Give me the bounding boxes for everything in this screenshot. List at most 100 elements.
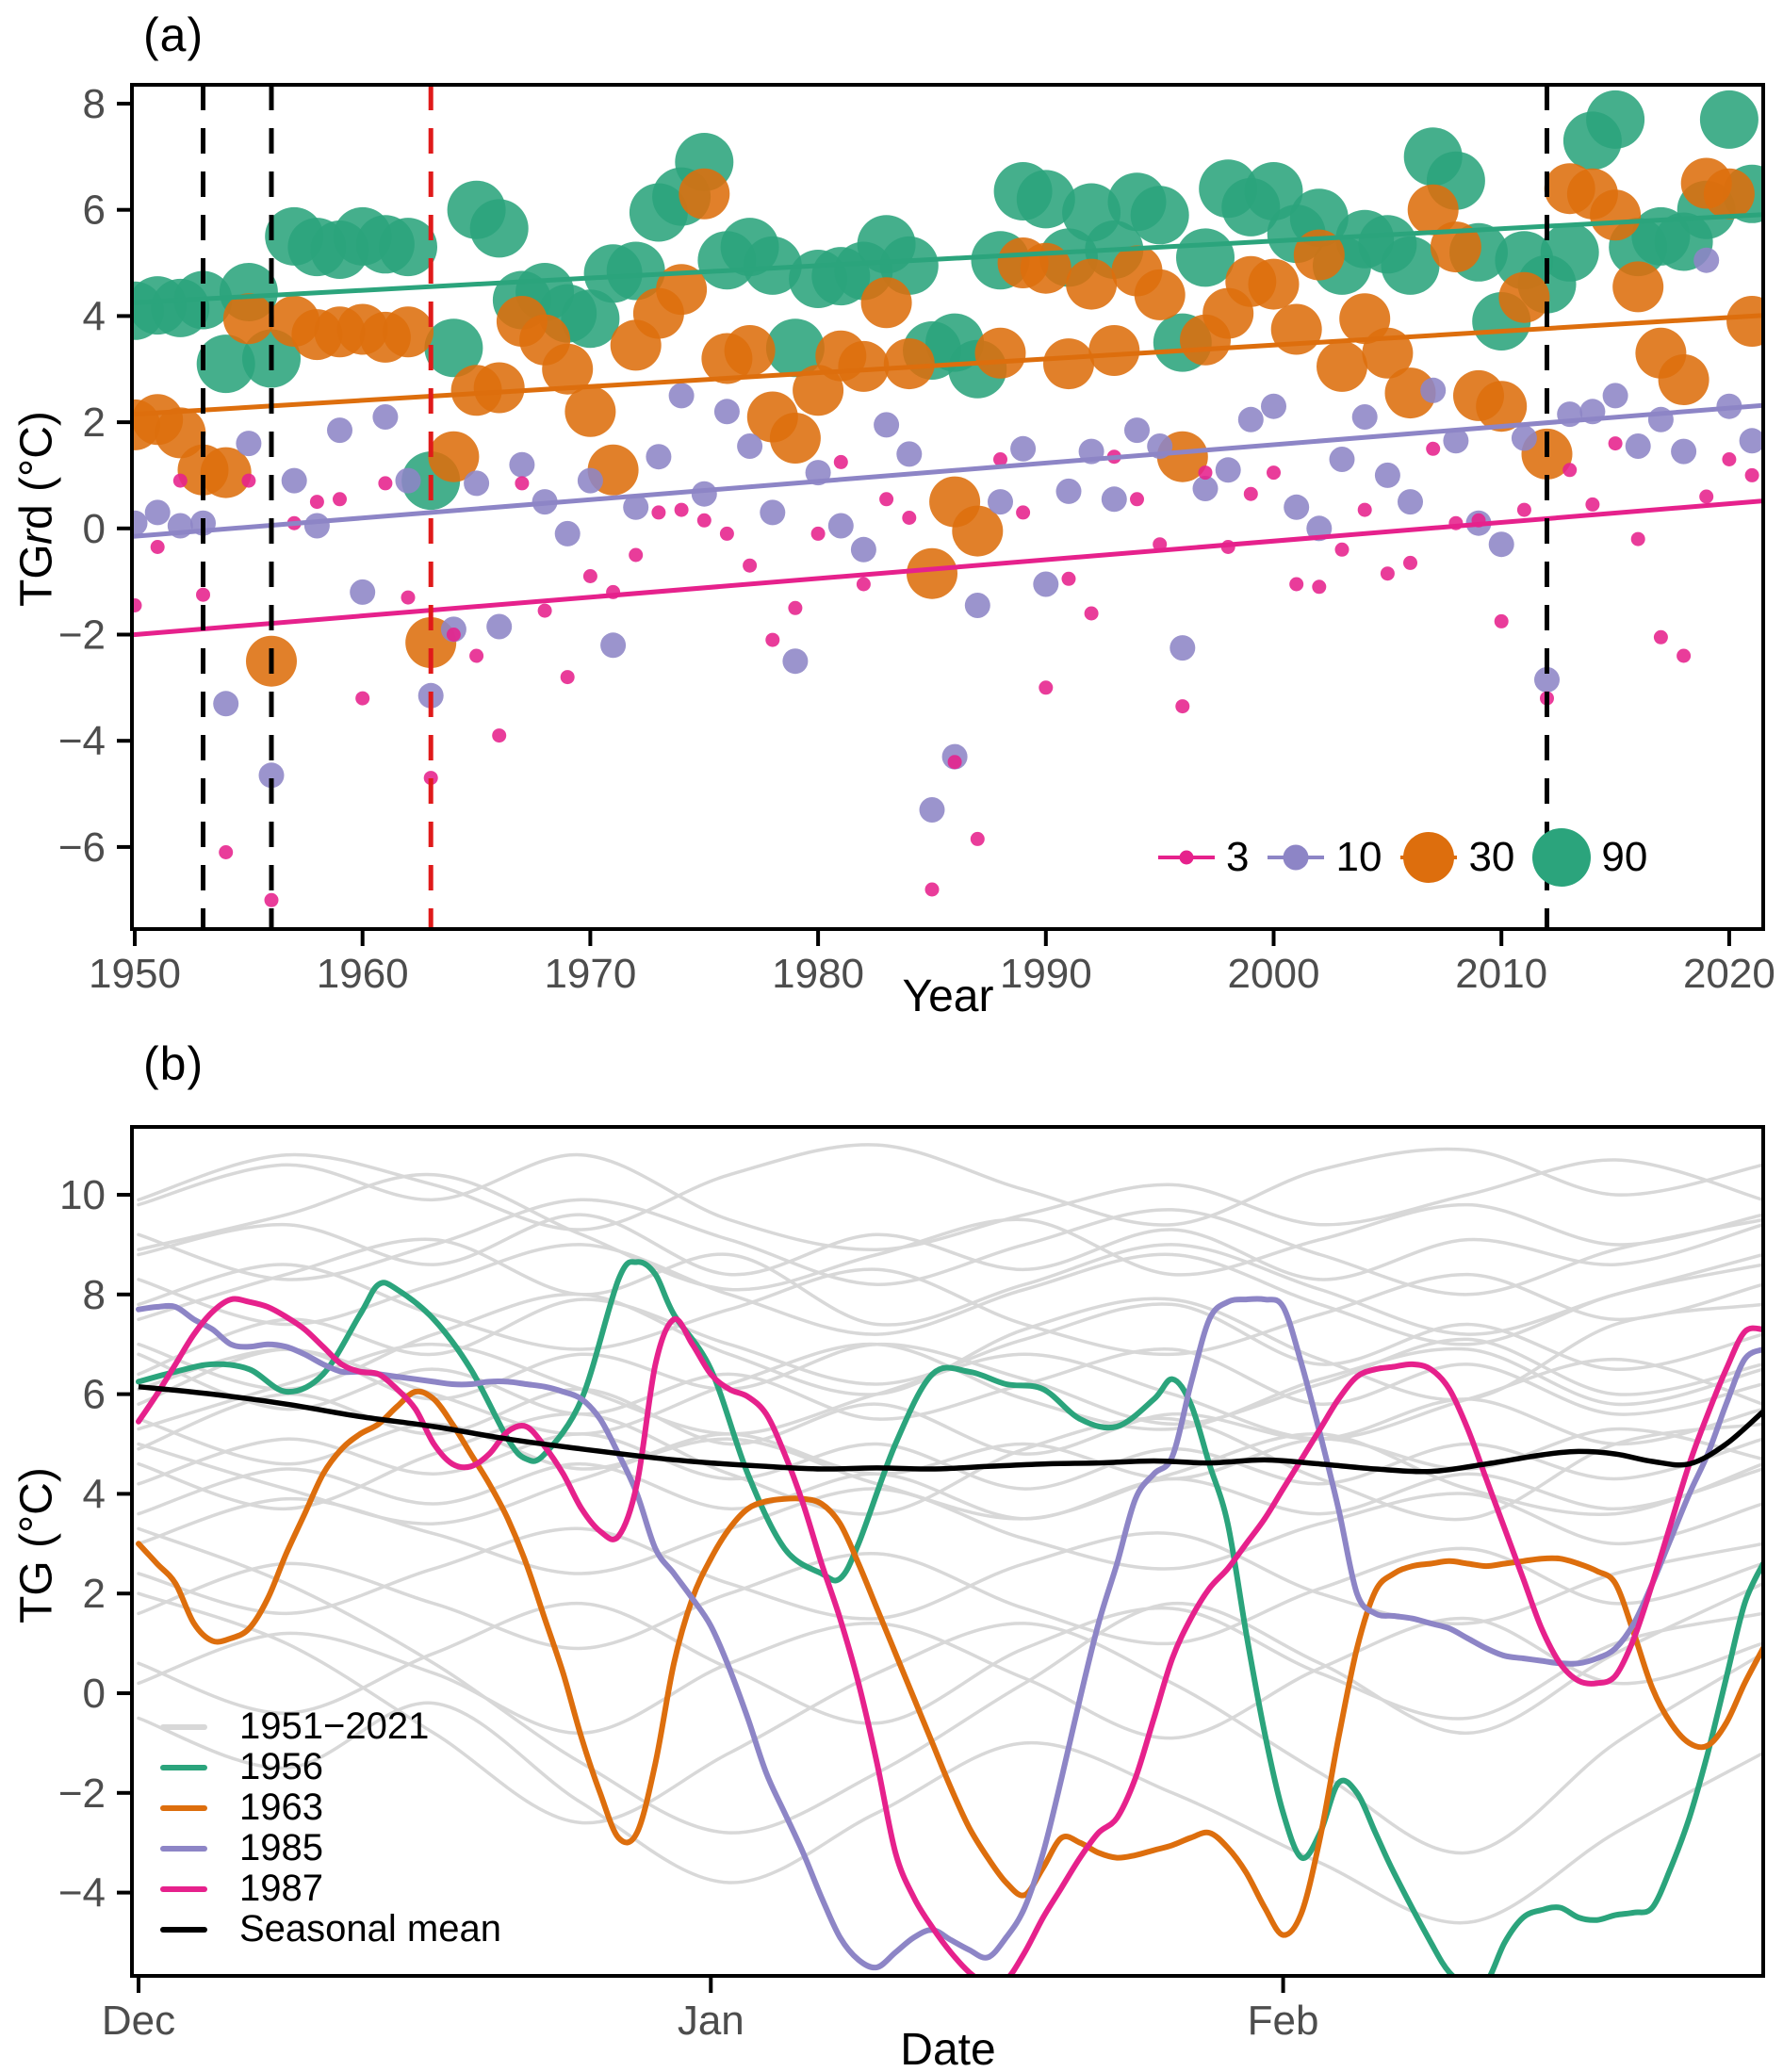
point-30d-1952 — [155, 407, 206, 459]
panel-b-y-axis-title: TG (°C) — [11, 1467, 62, 1623]
background-year-line — [137, 1602, 1763, 1725]
panel-a-x-tick-label: 1990 — [1000, 951, 1092, 997]
point-90d-1979 — [765, 318, 825, 378]
panel-b-y-tick-label: 8 — [83, 1272, 106, 1318]
panel-a-x-tick-label: 1980 — [772, 951, 864, 997]
point-3d-1974 — [674, 502, 689, 517]
background-year-line — [137, 1243, 1763, 1346]
point-10d-1961 — [372, 404, 399, 430]
size-key-10-icon — [1268, 844, 1325, 871]
size-key-30-icon — [1400, 832, 1458, 883]
point-30d-2002 — [1293, 229, 1345, 281]
point-10d-1987 — [964, 593, 990, 618]
point-30d-1966 — [473, 362, 525, 414]
size-key-90-icon — [1532, 828, 1592, 887]
panel-b-y-tick-label: 4 — [83, 1471, 106, 1517]
point-10d-2001 — [1284, 494, 1310, 520]
point-10d-1954 — [213, 691, 239, 717]
point-30d-1995 — [1134, 269, 1186, 320]
point-10d-2016 — [1625, 433, 1651, 459]
point-30d-2021 — [1726, 296, 1763, 347]
point-10d-1970 — [577, 467, 603, 494]
panel-b-year-legend: 1951−2021 1956 1963 1985 1987 Seasonal mean — [160, 1705, 501, 1950]
point-3d-1978 — [765, 632, 780, 647]
point-3d-2000 — [1267, 465, 1281, 481]
point-10d-1979 — [782, 648, 809, 675]
panel-a-y-title-pre: TG — [11, 544, 62, 608]
point-30d-1964 — [428, 431, 480, 482]
trend-line-90d — [132, 212, 1763, 305]
background-year-line — [137, 1411, 1763, 1522]
point-10d-2019 — [1693, 247, 1720, 273]
point-10d-1965 — [464, 470, 490, 497]
point-10d-1977 — [737, 433, 763, 459]
point-3d-1950 — [132, 598, 142, 612]
point-3d-2020 — [1722, 452, 1737, 466]
point-30d-1962 — [383, 306, 433, 358]
panel-a-x-tick-label: 2000 — [1228, 951, 1320, 997]
point-10d-1978 — [760, 499, 786, 526]
point-3d-1984 — [902, 511, 917, 525]
point-3d-1985 — [924, 882, 940, 897]
background-year-line — [137, 1263, 1763, 1357]
point-3d-1954 — [219, 845, 234, 859]
panel-a-label: (a) — [143, 8, 204, 61]
point-10d-2018 — [1671, 438, 1697, 465]
legend-a-label: 30 — [1468, 834, 1515, 880]
point-10d-1958 — [303, 513, 330, 539]
point-3d-1967 — [515, 476, 530, 491]
point-30d-1985 — [907, 547, 957, 599]
panel-a-y-title-italic: r — [11, 529, 62, 545]
point-3d-1986 — [947, 755, 962, 770]
point-30d-1982 — [838, 340, 890, 392]
panel-a-x-tick-label: 2020 — [1683, 951, 1775, 997]
point-3d-2011 — [1516, 502, 1531, 517]
point-10d-2010 — [1488, 531, 1514, 558]
trend-line-30d — [132, 313, 1763, 417]
point-10d-2005 — [1374, 462, 1400, 488]
legend-b-label: 1956 — [239, 1746, 323, 1787]
point-30d-2006 — [1384, 367, 1436, 419]
panel-a-y-tick-label: 2 — [83, 400, 106, 446]
point-10d-2003 — [1329, 447, 1355, 472]
panel-a-y-axis-title: TG r d (°C) — [8, 311, 66, 707]
background-year-line — [137, 1346, 1763, 1421]
panel-a-x-tick-label: 1950 — [89, 951, 181, 997]
point-90d-1990 — [1016, 170, 1075, 229]
point-10d-2006 — [1398, 489, 1423, 515]
point-30d-1984 — [883, 338, 935, 390]
background-year-line — [137, 1432, 1763, 1491]
series-3d-points — [132, 436, 1759, 907]
line-key-icon — [160, 1804, 207, 1811]
point-3d-1990 — [1039, 680, 1054, 695]
point-10d-1955 — [236, 431, 262, 457]
panel-b-y-tick-label: −2 — [58, 1770, 106, 1817]
line-key-icon — [160, 1885, 207, 1892]
legend-a-label: 10 — [1335, 834, 1382, 880]
point-3d-1972 — [629, 547, 644, 563]
point-30d-2000 — [1248, 258, 1300, 310]
point-3d-1991 — [1061, 571, 1076, 586]
point-30d-2011 — [1498, 271, 1550, 323]
line-key-icon — [160, 1764, 207, 1770]
point-30d-2020 — [1703, 168, 1755, 220]
panel-a-y-title-post: d (°C) — [11, 410, 62, 530]
point-30d-1983 — [860, 277, 912, 329]
point-10d-1973 — [646, 444, 672, 470]
point-3d-2005 — [1380, 566, 1395, 581]
point-10d-1969 — [554, 520, 581, 547]
panel-a-y-tick-label: 0 — [83, 506, 106, 552]
panel-b-x-tick-label: Dec — [102, 1998, 175, 2044]
series-30d-points — [132, 157, 1763, 687]
panel-a-y-tick-label: −4 — [58, 718, 106, 764]
point-3d-2016 — [1630, 531, 1645, 547]
point-10d-1993 — [1101, 486, 1127, 513]
background-year-line — [137, 1591, 1763, 1855]
point-10d-2000 — [1261, 393, 1286, 419]
point-3d-1992 — [1084, 606, 1099, 621]
legend-a-item-10: 10 — [1264, 825, 1382, 889]
point-90d-1995 — [1130, 186, 1189, 245]
point-3d-1989 — [1016, 505, 1031, 520]
point-30d-1977 — [724, 325, 776, 376]
